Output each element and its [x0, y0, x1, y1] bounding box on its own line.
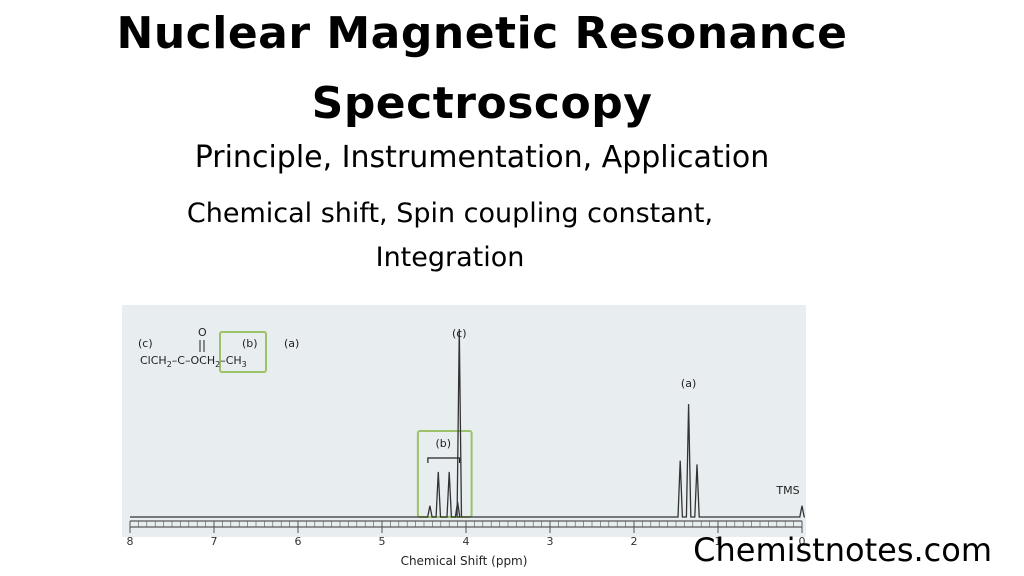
- tick-label: 6: [295, 535, 302, 548]
- peaks-layer: [130, 328, 805, 518]
- tick-label: 2: [631, 535, 638, 548]
- structure-label-a: (a): [284, 337, 299, 350]
- tick-label: 5: [379, 535, 386, 548]
- x-axis: 8 7 6 5 4 3 2 1 0: [127, 520, 806, 548]
- x-axis-label: Chemical Shift (ppm): [401, 554, 528, 568]
- formula-sub-3: 3: [242, 360, 247, 369]
- structure-highlight-b: [219, 331, 267, 373]
- structure-carbonyl-o: O: [198, 326, 207, 339]
- bracket-b: [427, 457, 461, 463]
- brand-watermark: Chemistnotes.com: [693, 531, 992, 569]
- page-title-line2: Spectroscopy: [311, 78, 653, 129]
- tick-label: 0: [799, 535, 806, 548]
- page-title-line1: Nuclear Magnetic Resonance: [116, 8, 848, 59]
- formula-sub-2a: 2: [167, 360, 172, 369]
- tick-label: 7: [211, 535, 218, 548]
- annotations-layer: (c) (b) (a) TMS: [427, 327, 800, 497]
- formula-c: –C–: [172, 354, 191, 367]
- tick-label: 1: [715, 535, 722, 548]
- formula-och: OCH: [190, 354, 215, 367]
- peak-label: (c): [452, 327, 467, 340]
- topics-line2: Integration: [375, 242, 525, 273]
- tick-label: 8: [127, 535, 134, 548]
- peak-label: (b): [436, 437, 452, 450]
- spectrum-trace: [130, 328, 805, 518]
- structure-label-c: (c): [138, 337, 153, 350]
- structure-label-b: (b): [242, 337, 258, 350]
- subtitle: Principle, Instrumentation, Application: [194, 140, 770, 175]
- structure-formula-text: ClCH2–C–OCH2–CH3: [140, 354, 247, 369]
- formula-clch: ClCH: [140, 354, 167, 367]
- formula-sub-2b: 2: [215, 360, 220, 369]
- spectrum-panel: [122, 305, 806, 537]
- tick-label: 3: [547, 535, 554, 548]
- peak-label: (a): [681, 377, 696, 390]
- tick-label: 4: [463, 535, 470, 548]
- peak-label: TMS: [775, 484, 799, 497]
- topics-line1: Chemical shift, Spin coupling constant,: [186, 198, 714, 229]
- formula-ch: –CH: [220, 354, 241, 367]
- structure-formula: (c) O (b) (a) ClCH2–C–OCH2–CH3: [138, 326, 299, 373]
